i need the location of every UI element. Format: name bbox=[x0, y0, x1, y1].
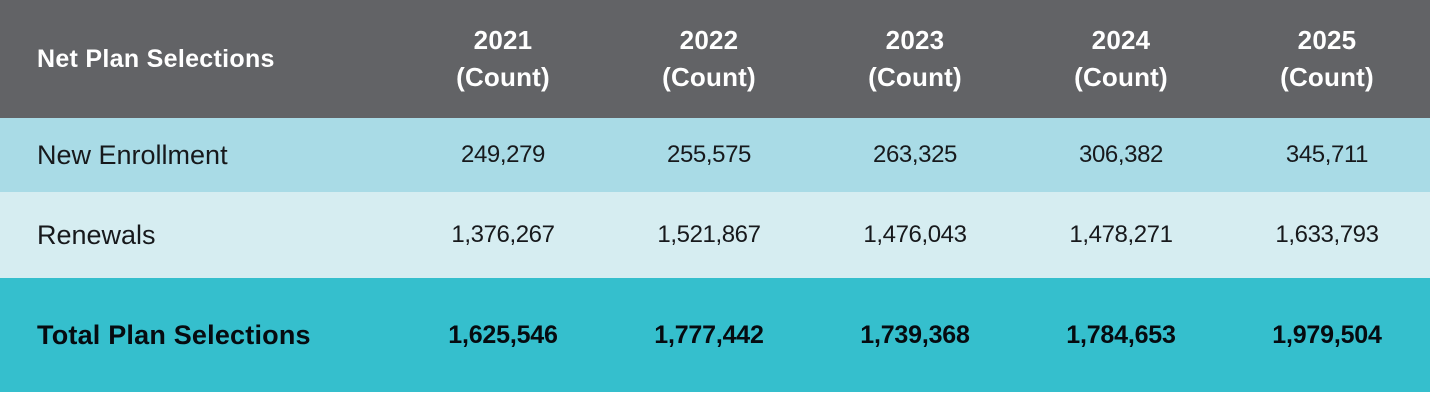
unit-label: (Count) bbox=[1074, 62, 1168, 92]
header-cell-2022: 2022 (Count) bbox=[606, 0, 812, 118]
year-label: 2023 bbox=[885, 25, 945, 56]
year-label: 2022 bbox=[679, 25, 739, 56]
header-cell-2024: 2024 (Count) bbox=[1018, 0, 1224, 118]
year-label: 2025 bbox=[1297, 25, 1357, 56]
value-cell: 1,625,546 bbox=[448, 320, 558, 349]
table-title: Net Plan Selections bbox=[37, 44, 275, 73]
header-cell-2025: 2025 (Count) bbox=[1224, 0, 1430, 118]
value-cell: 1,633,793 bbox=[1275, 221, 1379, 248]
year-label: 2024 bbox=[1091, 25, 1151, 56]
value-cell: 1,376,267 bbox=[451, 221, 555, 248]
row-label: Renewals bbox=[37, 219, 156, 250]
value-cell: 255,575 bbox=[667, 141, 751, 168]
value-cell: 1,979,504 bbox=[1272, 320, 1382, 349]
value-cell: 1,521,867 bbox=[657, 221, 761, 248]
value-cell: 1,739,368 bbox=[860, 320, 970, 349]
year-label: 2021 bbox=[473, 25, 533, 56]
unit-label: (Count) bbox=[1280, 62, 1374, 92]
value-cell: 1,478,271 bbox=[1069, 221, 1173, 248]
row-label: New Enrollment bbox=[37, 139, 228, 170]
unit-label: (Count) bbox=[456, 62, 550, 92]
row-renewals: Renewals 1,376,267 1,521,867 1,476,043 1… bbox=[0, 192, 1430, 278]
value-cell: 306,382 bbox=[1079, 141, 1163, 168]
value-cell: 1,476,043 bbox=[863, 221, 967, 248]
value-cell: 345,711 bbox=[1285, 141, 1369, 168]
header-cell-2021: 2021 (Count) bbox=[400, 0, 606, 118]
row-total-plan-selections: Total Plan Selections 1,625,546 1,777,44… bbox=[0, 278, 1430, 392]
row-label: Total Plan Selections bbox=[37, 319, 311, 350]
header-cell-2023: 2023 (Count) bbox=[812, 0, 1018, 118]
value-cell: 1,784,653 bbox=[1066, 320, 1176, 349]
value-cell: 263,325 bbox=[873, 141, 957, 168]
value-cell: 1,777,442 bbox=[654, 320, 764, 349]
row-new-enrollment: New Enrollment 249,279 255,575 263,325 3… bbox=[0, 118, 1430, 192]
value-cell: 249,279 bbox=[461, 141, 545, 168]
header-row: Net Plan Selections 2021 (Count) 2022 (C… bbox=[0, 0, 1430, 118]
unit-label: (Count) bbox=[662, 62, 756, 92]
unit-label: (Count) bbox=[868, 62, 962, 92]
